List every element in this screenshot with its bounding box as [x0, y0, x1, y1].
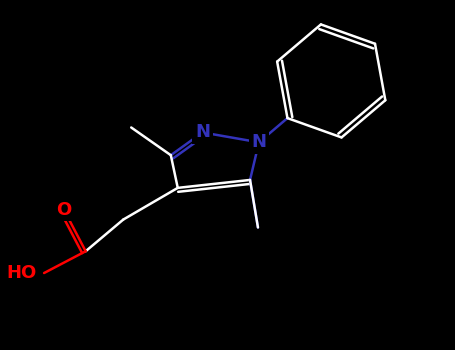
Text: O: O: [56, 201, 71, 219]
Text: N: N: [195, 124, 210, 141]
Text: HO: HO: [6, 264, 36, 282]
Text: N: N: [252, 133, 267, 151]
